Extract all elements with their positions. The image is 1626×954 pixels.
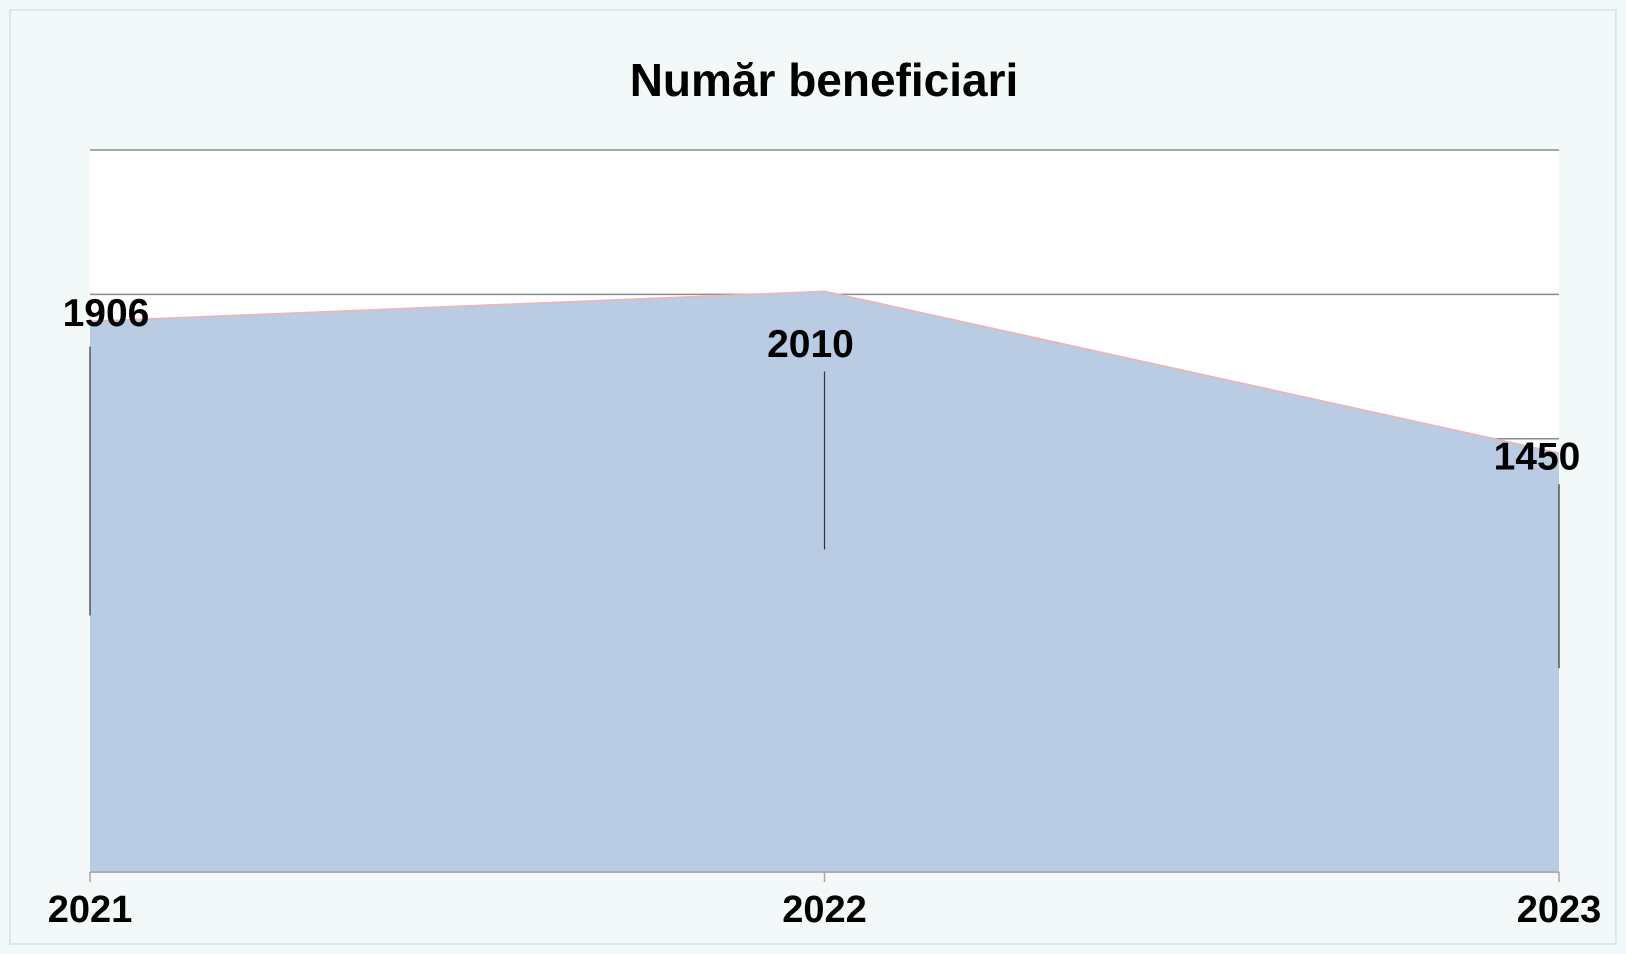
- data-label: 2010: [767, 323, 854, 366]
- area-line: [89, 290, 1560, 455]
- x-tick-label: 2023: [1517, 889, 1602, 931]
- chart-title: Număr beneficiari: [630, 54, 1019, 106]
- data-label: 1906: [63, 292, 150, 335]
- x-tick-label: 2021: [48, 889, 133, 931]
- area: [90, 291, 1559, 873]
- data-label: 1450: [1494, 436, 1581, 479]
- x-tick-label: 2022: [782, 889, 867, 931]
